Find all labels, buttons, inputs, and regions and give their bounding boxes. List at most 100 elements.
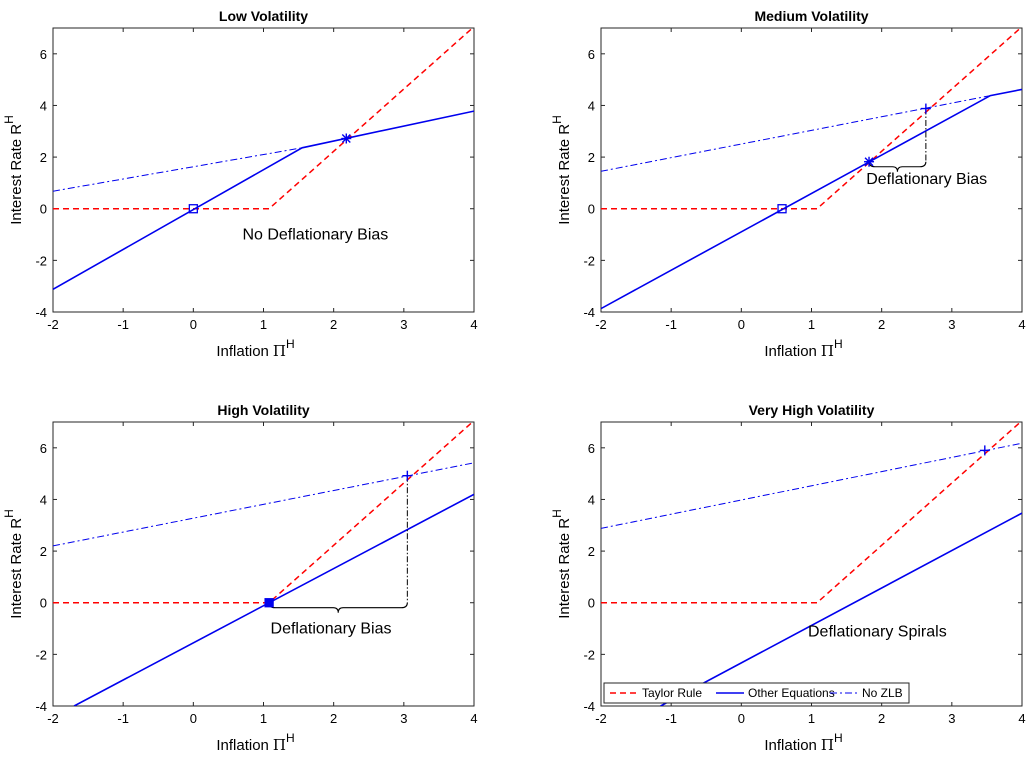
equilibrium-marker-plus (402, 470, 413, 481)
axes-box (600, 27, 1023, 313)
x-tick-label: 3 (400, 711, 407, 726)
equilibrium-marker-square (188, 204, 198, 214)
x-tick-label: 4 (470, 317, 477, 332)
x-tick-label: 2 (330, 711, 337, 726)
legend-label: Taylor Rule (642, 686, 702, 700)
x-axis-label: Inflation ΠH (216, 337, 294, 360)
equilibrium-marker-plus (920, 103, 931, 114)
x-tick-label: 0 (190, 711, 197, 726)
chart-title: Low Volatility (219, 8, 308, 24)
series-line-taylor-rule (601, 422, 1022, 604)
x-axis-label-text: Inflation (216, 343, 269, 360)
y-tick-label: 0 (40, 596, 47, 611)
x-tick-label: 3 (400, 317, 407, 332)
y-tick-label: 0 (40, 202, 47, 217)
chart-title: High Volatility (217, 402, 310, 418)
y-axis-label-text: Interest Rate R (556, 124, 573, 225)
x-tick-label: -2 (595, 711, 607, 726)
annotation-text: Deflationary Bias (866, 171, 987, 188)
y-tick-label: 4 (588, 492, 595, 507)
x-tick-label: -2 (595, 317, 607, 332)
x-tick-label: 4 (1018, 711, 1025, 726)
y-axis-label-text: Interest Rate R (8, 518, 25, 619)
y-tick-label: -4 (583, 699, 595, 714)
annotation-text: Deflationary Spirals (808, 623, 947, 640)
y-tick-label: 4 (588, 98, 595, 113)
equilibrium-marker-square (777, 204, 787, 214)
series-group (53, 28, 474, 290)
y-tick-label: 2 (40, 544, 47, 559)
y-axis-label: Interest Rate RH (2, 115, 25, 225)
axes-box (600, 421, 1023, 707)
y-axis-label-text: Interest Rate R (556, 518, 573, 619)
equilibrium-marker-asterisk (341, 133, 352, 144)
y-tick-label: 6 (588, 441, 595, 456)
y-tick-label: 0 (588, 202, 595, 217)
x-tick-label: -1 (117, 711, 129, 726)
y-tick-label: -4 (583, 305, 595, 320)
brace-bracket (868, 161, 927, 172)
legend-label: No ZLB (862, 686, 903, 700)
axes-box (52, 421, 475, 707)
series-line-no-zlb (53, 147, 303, 192)
y-tick-label: -2 (35, 253, 47, 268)
x-tick-label: 0 (190, 317, 197, 332)
legend-box (603, 682, 910, 704)
x-axis-label-text: Inflation (764, 343, 817, 360)
x-tick-label: 2 (878, 317, 885, 332)
y-axis-label: Interest Rate RH (550, 115, 573, 225)
x-tick-label: -2 (47, 317, 59, 332)
x-tick-label: 1 (260, 711, 267, 726)
annotation-text: Deflationary Bias (271, 621, 392, 638)
chart-title: Very High Volatility (749, 402, 875, 418)
equilibrium-marker-asterisk (864, 156, 875, 167)
x-tick-label: 0 (738, 317, 745, 332)
x-axis-label-symbol: Π (273, 736, 286, 754)
series-line-other-equations (53, 110, 474, 290)
y-axis-label-sup: H (550, 115, 564, 124)
series-line-taylor-rule (53, 422, 474, 604)
series-group (601, 422, 1022, 706)
series-line-no-zlb (601, 95, 991, 172)
x-axis-label-sup: H (286, 731, 295, 745)
x-axis-label: Inflation ΠH (764, 731, 842, 754)
annotation-text: No Deflationary Bias (242, 227, 388, 244)
y-tick-label: 6 (40, 441, 47, 456)
x-axis-label-symbol: Π (273, 342, 286, 360)
x-tick-label: 1 (808, 317, 815, 332)
y-axis-label-text: Interest Rate R (8, 124, 25, 225)
x-axis-label-text: Inflation (216, 737, 269, 754)
equilibrium-marker-filled (264, 598, 274, 608)
series-line-taylor-rule (601, 28, 1022, 210)
x-tick-label: -2 (47, 711, 59, 726)
x-axis-label-sup: H (834, 337, 843, 351)
x-axis-label-text: Inflation (764, 737, 817, 754)
y-axis-label-sup: H (2, 509, 16, 518)
series-line-taylor-rule (53, 28, 474, 210)
equilibrium-marker-plus (979, 445, 990, 456)
x-axis-label: Inflation ΠH (764, 337, 842, 360)
x-axis-label-sup: H (286, 337, 295, 351)
x-tick-label: 2 (878, 711, 885, 726)
y-tick-label: -4 (35, 699, 47, 714)
series-group (601, 28, 1022, 310)
y-tick-label: -4 (35, 305, 47, 320)
chart-title: Medium Volatility (754, 8, 868, 24)
x-tick-label: -1 (665, 711, 677, 726)
series-line-other-equations (73, 493, 474, 706)
y-tick-label: 2 (588, 544, 595, 559)
series-line-other-equations (660, 512, 1022, 706)
brace-bracket (268, 602, 408, 613)
y-tick-label: -2 (583, 647, 595, 662)
x-tick-label: 1 (260, 317, 267, 332)
series-group (53, 422, 474, 706)
y-axis-label-sup: H (2, 115, 16, 124)
x-axis-label-symbol: Π (821, 736, 834, 754)
y-tick-label: -2 (583, 253, 595, 268)
y-tick-label: 4 (40, 98, 47, 113)
